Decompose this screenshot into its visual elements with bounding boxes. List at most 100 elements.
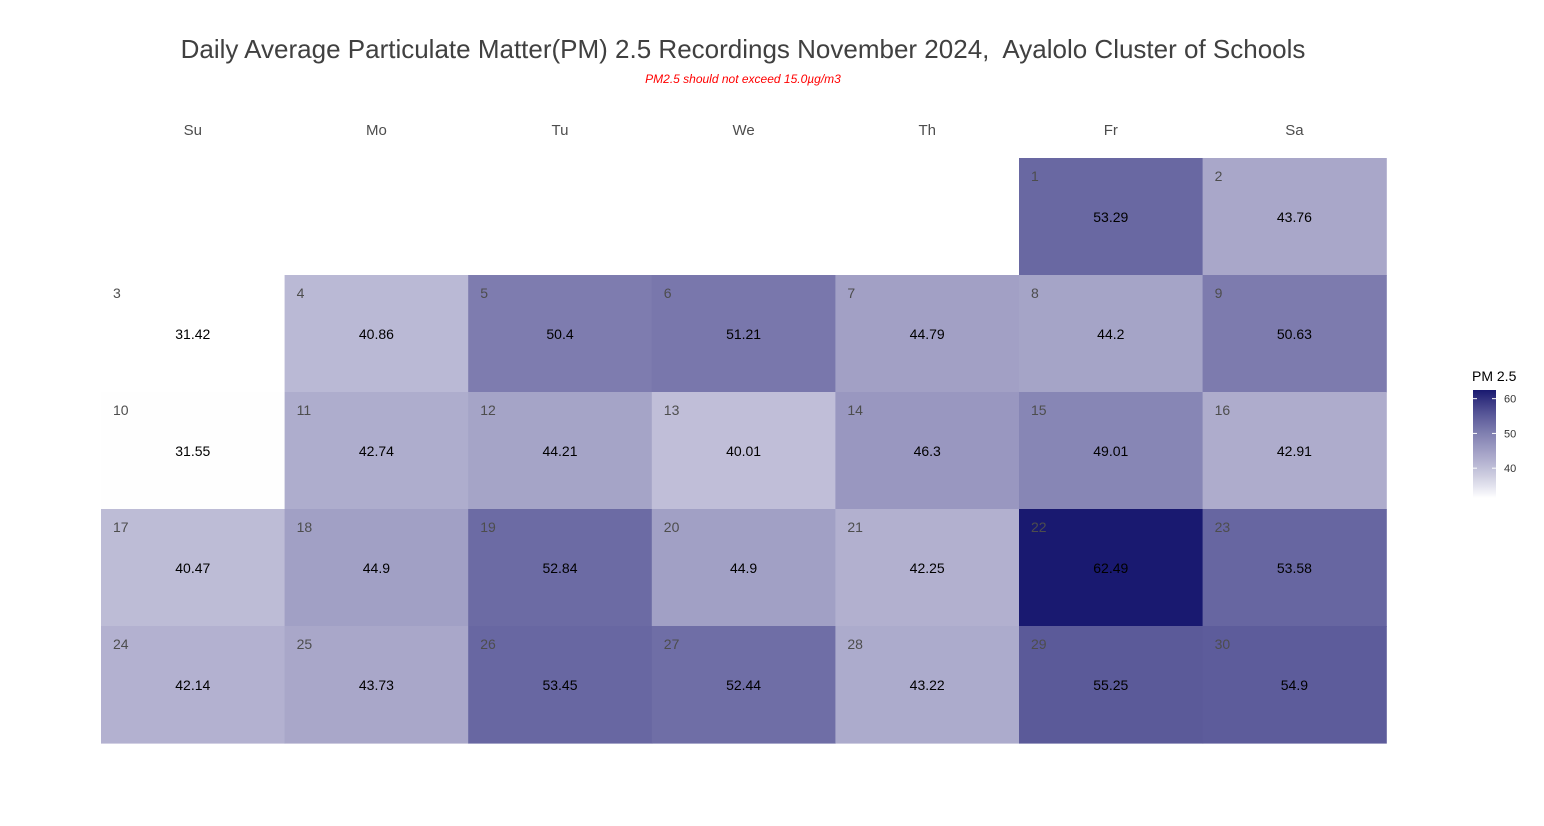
heat-cell-rect [284, 626, 469, 744]
value-label: 53.45 [542, 677, 577, 693]
legend-tick-label: 50 [1504, 428, 1516, 440]
day-number-label: 3 [113, 285, 121, 301]
value-label: 43.76 [1277, 209, 1312, 225]
value-label: 42.74 [359, 443, 394, 459]
heat-cell-rect [284, 509, 469, 627]
weekday-label-we: We [732, 122, 754, 139]
calendar-cell-day-18: 18 44.9 [284, 509, 469, 627]
calendar-cell-day-11: 11 42.74 [284, 392, 469, 510]
day-number-label: 9 [1215, 285, 1223, 301]
calendar-cell-day-17: 17 40.47 [101, 509, 286, 627]
day-number-label: 16 [1215, 402, 1231, 418]
calendar-cell-day-3: 331.42 [101, 275, 286, 393]
heat-cell-rect [835, 509, 1020, 627]
value-label: 52.44 [726, 677, 761, 693]
day-number-label: 14 [847, 402, 863, 418]
day-number-label: 12 [480, 402, 496, 418]
day-number-label: 4 [297, 285, 305, 301]
value-label: 42.25 [910, 560, 945, 576]
value-label: 40.86 [359, 326, 394, 342]
value-label: 43.22 [910, 677, 945, 693]
day-number-label: 22 [1031, 519, 1047, 535]
calendar-cell-day-25: 25 43.73 [284, 626, 469, 744]
heat-cell-rect [651, 275, 836, 393]
weekday-label-sa: Sa [1285, 122, 1304, 139]
heat-cell-rect [101, 392, 286, 510]
calendar-cell-day-20: 20 44.9 [651, 509, 836, 627]
day-number-label: 25 [297, 636, 313, 652]
calendar-cell-day-19: 19 52.84 [468, 509, 653, 627]
value-label: 44.9 [730, 560, 757, 576]
weekday-label-mo: Mo [366, 122, 387, 139]
heat-cell-rect [835, 275, 1020, 393]
value-label: 44.2 [1097, 326, 1124, 342]
day-number-label: 21 [847, 519, 863, 535]
legend: PM 2.5 40 50 60 [1472, 368, 1517, 498]
calendar-cell-day-15: 15 49.01 [1019, 392, 1204, 510]
value-label: 43.73 [359, 677, 394, 693]
chart-subtitle: PM2.5 should not exceed 15.0µg/m3 [645, 72, 841, 86]
calendar-cell-day-1: 153.29 [1019, 158, 1204, 276]
legend-tick-label: 60 [1504, 394, 1516, 406]
chart-title: Daily Average Particulate Matter(PM) 2.5… [181, 34, 1306, 64]
calendar-grid: 153.29243.76331.42440.86550.4651.21744.7… [101, 158, 1387, 744]
day-number-label: 13 [664, 402, 680, 418]
calendar-cell-day-12: 12 44.21 [468, 392, 653, 510]
value-label: 46.3 [914, 443, 941, 459]
value-label: 31.55 [175, 443, 210, 459]
calendar-cell-day-16: 16 42.91 [1202, 392, 1387, 510]
day-number-label: 27 [664, 636, 680, 652]
value-label: 42.91 [1277, 443, 1312, 459]
value-label: 44.21 [542, 443, 577, 459]
weekday-header: Su Mo Tu We Th Fr Sa [184, 122, 1305, 139]
value-label: 51.21 [726, 326, 761, 342]
day-number-label: 28 [847, 636, 863, 652]
heat-cell-rect [284, 275, 469, 393]
heat-cell-rect [835, 392, 1020, 510]
value-label: 42.14 [175, 677, 210, 693]
value-label: 50.4 [546, 326, 573, 342]
day-number-label: 29 [1031, 636, 1047, 652]
value-label: 54.9 [1281, 677, 1308, 693]
heat-cell-rect [1019, 626, 1204, 744]
heat-cell-rect [284, 392, 469, 510]
heat-cell-rect [101, 509, 286, 627]
day-number-label: 20 [664, 519, 680, 535]
value-label: 44.79 [910, 326, 945, 342]
heat-cell-rect [468, 392, 653, 510]
value-label: 62.49 [1093, 560, 1128, 576]
day-number-label: 23 [1215, 519, 1231, 535]
day-number-label: 5 [480, 285, 488, 301]
day-number-label: 24 [113, 636, 129, 652]
value-label: 50.63 [1277, 326, 1312, 342]
calendar-cell-day-14: 14 46.3 [835, 392, 1020, 510]
weekday-label-su: Su [184, 122, 202, 139]
value-label: 53.58 [1277, 560, 1312, 576]
heat-cell-rect [468, 509, 653, 627]
heat-cell-rect [1202, 509, 1387, 627]
calendar-cell-day-24: 24 42.14 [101, 626, 286, 744]
day-number-label: 15 [1031, 402, 1047, 418]
heat-cell-rect [651, 392, 836, 510]
calendar-cell-day-22: 22 62.49 [1019, 509, 1204, 627]
calendar-cell-day-23: 23 53.58 [1202, 509, 1387, 627]
calendar-cell-day-29: 29 55.25 [1019, 626, 1204, 744]
calendar-cell-day-7: 744.79 [835, 275, 1020, 393]
value-label: 40.01 [726, 443, 761, 459]
heat-cell-rect [101, 626, 286, 744]
calendar-cell-day-8: 844.2 [1019, 275, 1204, 393]
calendar-cell-day-9: 950.63 [1202, 275, 1387, 393]
weekday-label-tu: Tu [552, 122, 569, 139]
heat-cell-rect [1202, 626, 1387, 744]
value-label: 31.42 [175, 326, 210, 342]
day-number-label: 17 [113, 519, 129, 535]
day-number-label: 2 [1215, 168, 1223, 184]
heat-cell-rect [651, 626, 836, 744]
heat-cell-rect [1019, 392, 1204, 510]
calendar-cell-day-6: 651.21 [651, 275, 836, 393]
day-number-label: 18 [297, 519, 313, 535]
heat-cell-rect [1019, 158, 1204, 276]
weekday-label-th: Th [918, 122, 936, 139]
calendar-cell-day-30: 30 54.9 [1202, 626, 1387, 744]
day-number-label: 11 [297, 402, 312, 418]
